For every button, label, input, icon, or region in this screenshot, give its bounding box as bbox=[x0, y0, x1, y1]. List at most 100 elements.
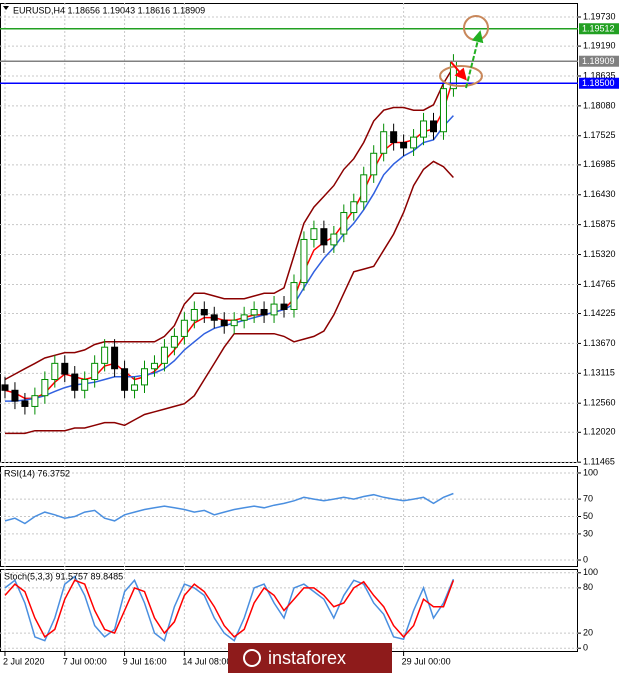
candle-body bbox=[420, 120, 428, 138]
y-tick-label: 1.14765 bbox=[583, 279, 616, 289]
entry-ellipse bbox=[439, 65, 483, 87]
candle-body bbox=[310, 228, 318, 240]
candle-body bbox=[1, 384, 9, 391]
panel-title: EURUSD,H4 1.18656 1.19043 1.18616 1.1890… bbox=[13, 5, 205, 15]
candle-body bbox=[240, 314, 248, 321]
candle-body bbox=[121, 368, 129, 391]
candle-body bbox=[101, 346, 109, 364]
candle-body bbox=[71, 373, 79, 391]
x-tick-label: 9 Jul 16:00 bbox=[123, 656, 167, 666]
y-tick-label: 70 bbox=[583, 493, 593, 503]
y-tick-label: 1.19730 bbox=[583, 11, 616, 21]
candle-body bbox=[360, 174, 368, 203]
level-label: 1.19512 bbox=[582, 24, 615, 34]
candle-body bbox=[131, 384, 139, 391]
candle-body bbox=[41, 379, 49, 397]
y-tick-label: 50 bbox=[583, 511, 593, 521]
candle-body bbox=[31, 395, 39, 407]
candle-body bbox=[400, 142, 408, 149]
candle-body bbox=[300, 238, 308, 284]
y-tick-label: 1.17525 bbox=[583, 130, 616, 140]
candle-body bbox=[270, 303, 278, 316]
candle-body bbox=[81, 379, 89, 391]
watermark: instaforex bbox=[268, 648, 346, 668]
y-tick-label: 1.14225 bbox=[583, 308, 616, 318]
series-line bbox=[4, 579, 455, 639]
collapse-icon bbox=[3, 6, 9, 10]
candle-body bbox=[150, 362, 158, 370]
candle-body bbox=[250, 308, 258, 316]
candle-body bbox=[230, 319, 238, 327]
y-tick-label: 20 bbox=[583, 628, 593, 638]
candle-body bbox=[180, 319, 188, 337]
logo-icon bbox=[243, 649, 261, 667]
y-tick-label: 80 bbox=[583, 582, 593, 592]
y-tick-label: 1.12020 bbox=[583, 427, 616, 437]
y-tick-label: 1.13115 bbox=[583, 368, 615, 378]
level-label: 1.18500 bbox=[582, 78, 615, 88]
candle-body bbox=[370, 152, 378, 176]
x-tick-label: 2 Jul 2020 bbox=[3, 656, 45, 666]
level-label-box bbox=[579, 77, 619, 89]
y-tick-label: 1.19190 bbox=[583, 40, 616, 50]
panel-title: Stoch(5,3,3) 91.5757 89.8485 bbox=[4, 571, 123, 581]
candle-body bbox=[350, 201, 358, 214]
candle-body bbox=[210, 314, 218, 321]
candle-body bbox=[51, 362, 59, 381]
candle-body bbox=[430, 120, 437, 133]
candle-body bbox=[190, 308, 198, 321]
series-line bbox=[4, 66, 455, 381]
y-tick-label: 0 bbox=[583, 554, 588, 564]
candle-body bbox=[220, 319, 228, 327]
y-tick-label: 100 bbox=[583, 467, 598, 477]
y-tick-label: 1.11465 bbox=[583, 457, 615, 467]
candle-body bbox=[21, 400, 29, 407]
y-tick-label: 1.18080 bbox=[583, 100, 616, 110]
logo-background bbox=[228, 643, 392, 673]
series-line bbox=[4, 77, 455, 400]
candle-body bbox=[200, 308, 208, 316]
candle-body bbox=[380, 131, 388, 154]
y-tick-label: 1.18635 bbox=[583, 70, 616, 80]
y-tick-label: 1.16985 bbox=[583, 159, 616, 169]
candle-body bbox=[390, 131, 398, 144]
candle-body bbox=[290, 282, 298, 310]
level-label: 1.18909 bbox=[582, 56, 615, 66]
candle-body bbox=[141, 368, 148, 386]
candle-body bbox=[260, 308, 268, 316]
candle-body bbox=[11, 389, 19, 402]
series-line bbox=[4, 492, 454, 525]
panel-title: RSI(14) 76.3752 bbox=[4, 468, 70, 478]
x-tick-label: 7 Jul 00:00 bbox=[63, 656, 107, 666]
level-label-box bbox=[579, 55, 619, 67]
candle-body bbox=[61, 362, 69, 375]
candle-body bbox=[320, 228, 328, 246]
candle-body bbox=[340, 212, 348, 235]
y-tick-label: 1.12560 bbox=[583, 398, 616, 408]
up-arrow bbox=[465, 30, 484, 89]
x-tick-label: 14 Jul 08:00 bbox=[182, 656, 231, 666]
candle-body bbox=[170, 335, 178, 348]
candle-body bbox=[410, 136, 418, 149]
candle-body bbox=[280, 303, 288, 310]
watermark-logo: instaforex bbox=[228, 643, 392, 673]
candle-body bbox=[160, 346, 168, 364]
x-tick-label: 29 Jul 00:00 bbox=[402, 656, 451, 666]
down-arrow bbox=[450, 61, 467, 81]
y-tick-label: 1.15320 bbox=[583, 249, 616, 259]
level-label-box bbox=[579, 23, 619, 35]
series-line bbox=[5, 115, 454, 402]
y-tick-label: 1.16430 bbox=[583, 189, 616, 199]
candle-body bbox=[439, 88, 447, 133]
series-line bbox=[5, 160, 454, 435]
series-line bbox=[4, 575, 455, 642]
candle-body bbox=[91, 362, 99, 381]
y-tick-label: 30 bbox=[583, 528, 593, 538]
y-tick-label: 0 bbox=[583, 643, 588, 653]
y-tick-label: 1.15875 bbox=[583, 219, 616, 229]
y-tick-label: 100 bbox=[583, 567, 598, 577]
annotations bbox=[439, 15, 489, 89]
candle-body bbox=[111, 346, 119, 370]
